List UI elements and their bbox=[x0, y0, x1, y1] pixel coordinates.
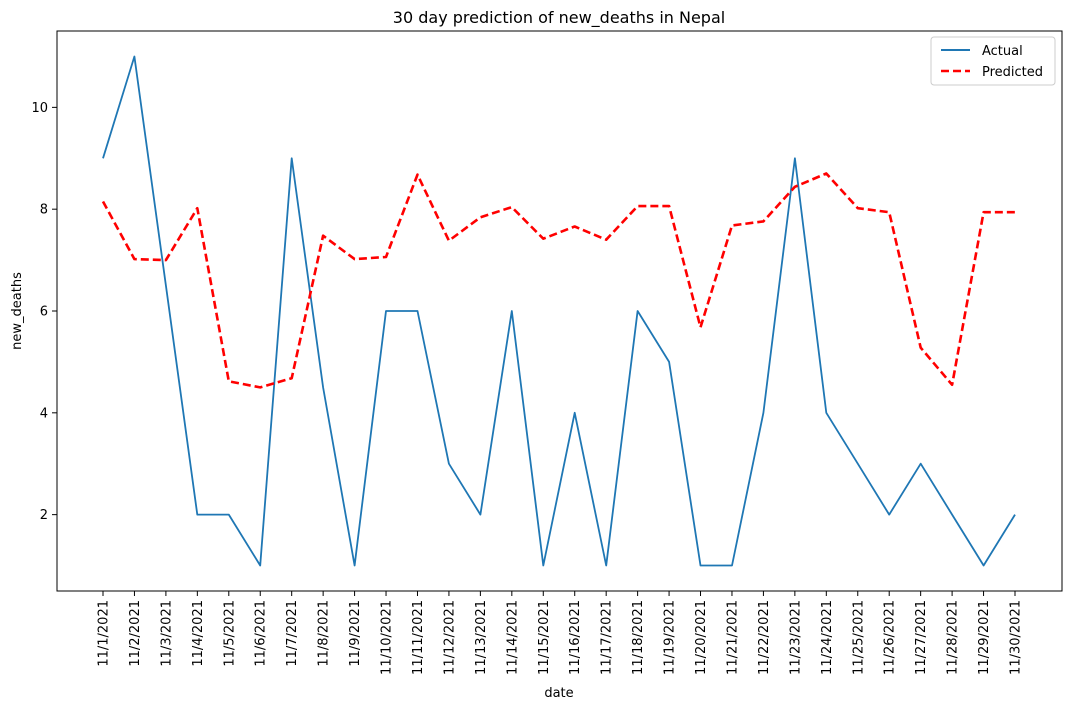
y-tick-label: 10 bbox=[31, 101, 48, 116]
y-tick-label: 4 bbox=[40, 406, 48, 421]
x-tick-label: 11/11/2021 bbox=[411, 600, 426, 675]
x-tick-label: 11/28/2021 bbox=[946, 600, 961, 675]
x-axis: 11/1/2021 11/2/2021 11/3/2021 11/4/2021 11/5… bbox=[97, 591, 1024, 675]
y-axis: 2 4 6 8 10 bbox=[31, 101, 57, 523]
legend-label-predicted: Predicted bbox=[982, 65, 1043, 80]
x-tick-label: 11/13/2021 bbox=[474, 600, 489, 675]
x-tick-label: 11/2/2021 bbox=[128, 600, 143, 667]
series-line-predicted bbox=[101, 172, 1015, 389]
x-tick-label: 11/7/2021 bbox=[285, 600, 300, 667]
x-tick-label: 11/4/2021 bbox=[191, 600, 206, 667]
legend: Actual Predicted bbox=[930, 36, 1056, 86]
x-tick-label: 11/24/2021 bbox=[820, 600, 835, 675]
x-tick-label: 11/14/2021 bbox=[505, 600, 520, 675]
x-tick-label: 11/19/2021 bbox=[663, 600, 678, 675]
x-tick-label: 11/1/2021 bbox=[97, 600, 112, 667]
x-tick-label: 11/5/2021 bbox=[222, 600, 237, 667]
x-tick-label: 11/30/2021 bbox=[1009, 600, 1024, 675]
y-tick-label: 8 bbox=[40, 203, 48, 218]
legend-label-actual: Actual bbox=[982, 44, 1023, 59]
x-tick-label: 11/21/2021 bbox=[725, 600, 740, 675]
x-axis-title: date bbox=[544, 686, 573, 701]
series-layer bbox=[101, 55, 1016, 567]
chart-title: 30 day prediction of new_deaths in Nepal bbox=[393, 8, 725, 28]
y-tick-label: 2 bbox=[40, 508, 48, 523]
x-tick-label: 11/8/2021 bbox=[317, 600, 332, 667]
x-tick-label: 11/25/2021 bbox=[851, 600, 866, 675]
x-tick-label: 11/23/2021 bbox=[788, 600, 803, 675]
x-tick-label: 11/18/2021 bbox=[631, 600, 646, 675]
x-tick-label: 11/16/2021 bbox=[568, 600, 583, 675]
x-tick-label: 11/29/2021 bbox=[977, 600, 992, 675]
x-tick-label: 11/27/2021 bbox=[914, 600, 929, 675]
x-tick-label: 11/6/2021 bbox=[254, 600, 269, 667]
x-tick-label: 11/9/2021 bbox=[348, 600, 363, 667]
x-tick-label: 11/15/2021 bbox=[537, 600, 552, 675]
series-line-actual bbox=[102, 55, 1016, 567]
y-tick-label: 6 bbox=[40, 305, 48, 320]
x-tick-label: 11/10/2021 bbox=[380, 600, 395, 675]
x-tick-label: 11/12/2021 bbox=[442, 600, 457, 675]
x-tick-label: 11/3/2021 bbox=[159, 600, 174, 667]
x-tick-label: 11/26/2021 bbox=[883, 600, 898, 675]
y-axis-title: new_deaths bbox=[10, 272, 25, 350]
x-tick-label: 11/17/2021 bbox=[600, 600, 615, 675]
x-tick-label: 11/22/2021 bbox=[757, 600, 772, 675]
x-tick-label: 11/20/2021 bbox=[694, 600, 709, 675]
